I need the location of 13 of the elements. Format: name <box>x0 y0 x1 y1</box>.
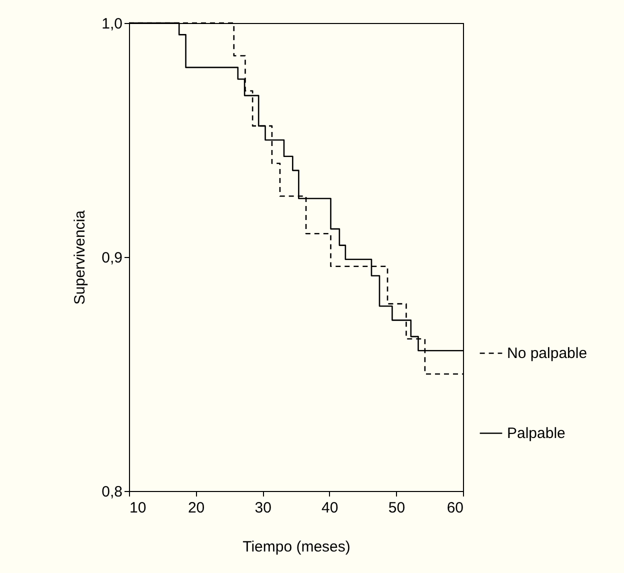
x-tick-label: 60 <box>446 500 464 516</box>
legend-label: Palpable <box>507 425 566 442</box>
y-tick-label: 0,9 <box>102 250 122 266</box>
x-tick-label: 10 <box>130 500 146 516</box>
y-tick-label: 1,0 <box>102 16 122 32</box>
x-tick-label: 50 <box>388 500 406 516</box>
y-tick-label: 0,8 <box>102 484 122 500</box>
x-tick-label: 30 <box>254 500 272 516</box>
legend-label: No palpable <box>507 345 588 362</box>
y-axis-title: Supervivencia <box>72 210 89 305</box>
x-tick-label: 40 <box>322 500 338 516</box>
x-tick-label: 20 <box>188 500 205 516</box>
x-axis-title: Tiempo (meses) <box>242 538 350 556</box>
